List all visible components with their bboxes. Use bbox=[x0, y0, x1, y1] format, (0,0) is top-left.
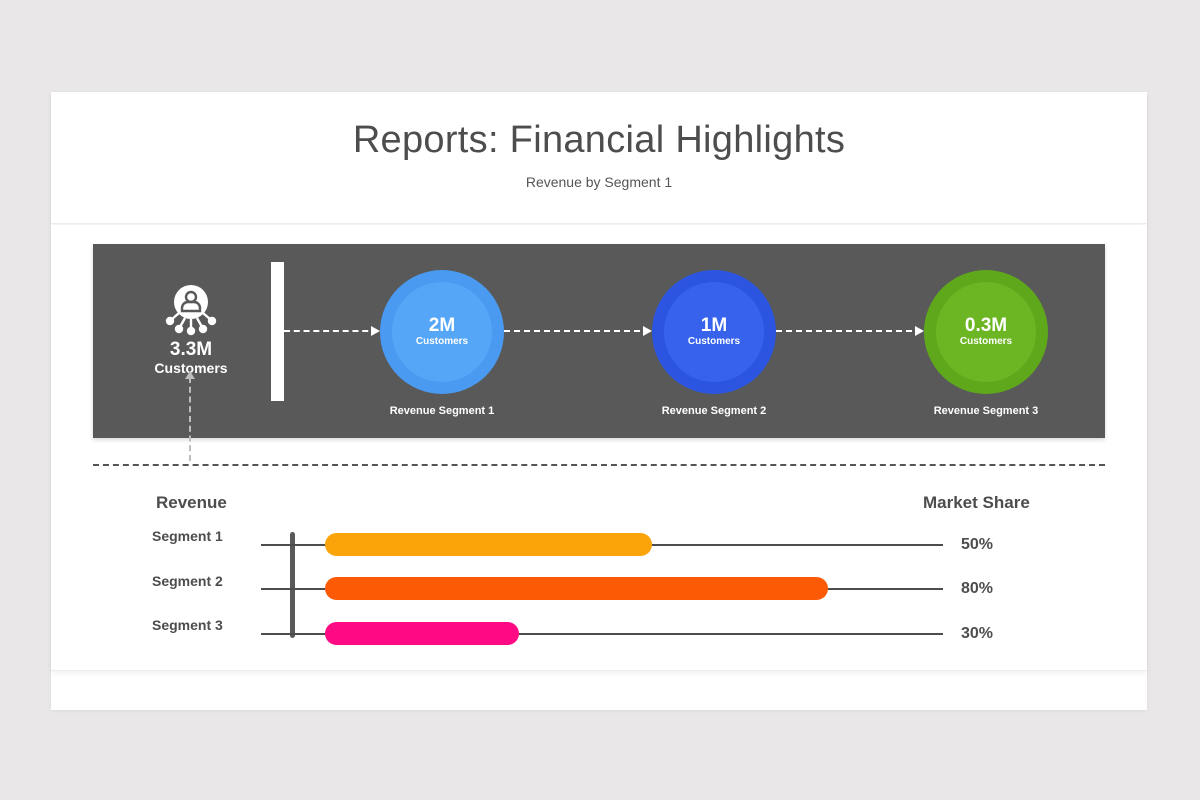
arrow-to-segment-1 bbox=[284, 326, 380, 336]
segment-3-value: 0.3M bbox=[964, 315, 1008, 336]
total-label: Customers bbox=[154, 360, 228, 376]
row-label-segment-3: Segment 3 bbox=[152, 617, 223, 633]
divider-bar bbox=[271, 262, 284, 401]
customer-network-icon bbox=[165, 285, 217, 336]
chart-axis bbox=[290, 532, 295, 638]
arrow-to-segment-3 bbox=[776, 326, 924, 336]
bar-segment-1 bbox=[325, 533, 652, 556]
pct-segment-3: 30% bbox=[961, 625, 994, 642]
row-label-segment-2: Segment 2 bbox=[152, 573, 223, 589]
track-segment-3 bbox=[261, 633, 943, 635]
slide: Reports: Financial Highlights Revenue by… bbox=[51, 92, 1147, 710]
market-share-heading: Market Share bbox=[923, 493, 1030, 512]
segment-1-label: Customers bbox=[415, 336, 469, 347]
segment-3-caption: Revenue Segment 3 bbox=[933, 405, 1039, 417]
revenue-heading: Revenue bbox=[156, 493, 227, 512]
up-arrow bbox=[185, 371, 195, 461]
bar-segment-2 bbox=[325, 577, 828, 600]
segment-2-caption: Revenue Segment 2 bbox=[661, 405, 767, 417]
total-customers: 3.3M Customers bbox=[141, 282, 241, 376]
segment-2-label: Customers bbox=[687, 336, 741, 347]
segment-node-2: 1M Customers bbox=[652, 270, 776, 394]
segment-1-caption: Revenue Segment 1 bbox=[389, 405, 495, 417]
page-subtitle: Revenue by Segment 1 bbox=[525, 174, 673, 190]
segment-1-value: 2M bbox=[428, 315, 456, 336]
segment-3-label: Customers bbox=[959, 336, 1013, 347]
arrow-to-segment-2 bbox=[504, 326, 652, 336]
segment-node-1: 2M Customers bbox=[380, 270, 504, 394]
dashed-separator bbox=[93, 464, 1105, 466]
segment-2-value: 1M bbox=[700, 315, 728, 336]
bar-segment-3 bbox=[325, 622, 519, 645]
content: 3.3M Customers 2M Customers Revenue Segm… bbox=[51, 225, 1147, 671]
total-value: 3.3M bbox=[169, 339, 213, 360]
row-label-segment-1: Segment 1 bbox=[152, 528, 223, 544]
header: Reports: Financial Highlights Revenue by… bbox=[51, 92, 1147, 224]
customer-flow-panel: 3.3M Customers 2M Customers Revenue Segm… bbox=[93, 244, 1105, 438]
segment-node-3: 0.3M Customers bbox=[924, 270, 1048, 394]
page-title: Reports: Financial Highlights bbox=[352, 119, 846, 161]
pct-segment-2: 80% bbox=[961, 580, 994, 597]
pct-segment-1: 50% bbox=[961, 536, 994, 553]
